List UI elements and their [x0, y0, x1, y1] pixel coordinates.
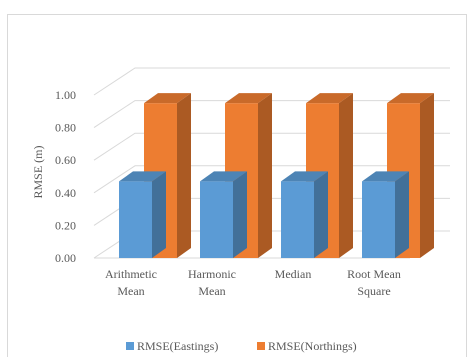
y-tick-label: 0.40	[55, 186, 76, 200]
bar-eastings-1	[200, 171, 247, 258]
y-tick-label: 0.20	[55, 218, 76, 232]
bar-northings-2-side	[339, 93, 353, 259]
y-tick-label: 0.00	[55, 251, 76, 265]
bar-northings-3-side	[420, 93, 434, 259]
x-axis-ticks: Arithmetic Mean Harmonic Mean Median Root Mea…	[105, 267, 401, 298]
x-tick-label: Arithmetic	[105, 267, 157, 281]
bar-northings-3-top	[387, 93, 434, 104]
bar-eastings-2-side	[314, 171, 328, 258]
bars	[119, 93, 434, 259]
y-axis-ticks: 0.00 0.20 0.40 0.60 0.80 1.00	[55, 88, 76, 265]
y-tick-label: 1.00	[55, 88, 76, 102]
legend-label-northings: RMSE(Northings)	[268, 339, 357, 353]
legend-swatch-northings	[257, 342, 265, 350]
bar-eastings-3-top	[362, 171, 409, 182]
bar-eastings-1-front	[200, 181, 233, 258]
x-tick-label: Mean	[198, 284, 225, 298]
legend-label-eastings: RMSE(Eastings)	[137, 339, 218, 353]
bar-northings-0-top	[144, 93, 191, 104]
bar-eastings-3-front	[362, 181, 395, 258]
bar-eastings-2-front	[281, 181, 314, 258]
bar-eastings-1-side	[233, 171, 247, 258]
bar-eastings-2-top	[281, 171, 328, 182]
y-tick-label: 0.80	[55, 121, 76, 135]
y-axis-label: RMSE (m)	[31, 145, 45, 198]
bar-eastings-1-top	[200, 171, 247, 182]
bar-eastings-0	[119, 171, 166, 258]
x-tick-label: Harmonic	[188, 267, 236, 281]
bar-northings-1-top	[225, 93, 272, 104]
bar-northings-2-top	[306, 93, 353, 104]
y-tick-label: 0.60	[55, 153, 76, 167]
bar-eastings-0-front	[119, 181, 152, 258]
x-tick-label: Mean	[117, 284, 144, 298]
bar-eastings-2	[281, 171, 328, 258]
bar-eastings-3	[362, 171, 409, 258]
legend-swatch-eastings	[126, 342, 134, 350]
x-tick-label: Square	[357, 284, 390, 298]
bar-eastings-3-side	[395, 171, 409, 258]
bar-northings-0-side	[177, 93, 191, 259]
legend: RMSE(Eastings) RMSE(Northings)	[126, 339, 357, 353]
x-tick-label: Root Mean	[347, 267, 401, 281]
x-tick-label: Median	[275, 267, 312, 281]
gridline	[93, 67, 450, 96]
bar-eastings-0-top	[119, 171, 166, 182]
bar-eastings-0-side	[152, 171, 166, 258]
bar-northings-1-side	[258, 93, 272, 259]
